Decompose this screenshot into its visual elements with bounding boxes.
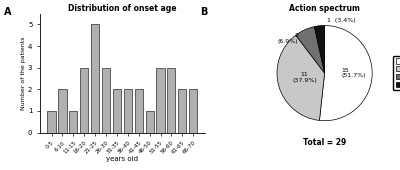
Bar [124,89,132,133]
Text: B: B [200,7,207,17]
Title: Distribution of onset age: Distribution of onset age [68,4,177,13]
Bar [189,89,197,133]
Wedge shape [296,27,324,73]
Bar [48,111,56,133]
Bar [58,89,66,133]
Bar [156,68,164,133]
Text: Total = 29: Total = 29 [303,138,346,147]
X-axis label: years old: years old [106,156,138,163]
Legend: VL, UVA to VL, UVB to VL, UVB to UVA: VL, UVA to VL, UVB to VL, UVB to UVA [393,56,400,90]
Bar [146,111,154,133]
Bar [91,24,99,133]
Wedge shape [320,26,372,121]
Bar [69,111,78,133]
Text: 1  (3.4%): 1 (3.4%) [327,18,356,23]
Wedge shape [314,26,324,73]
Bar [178,89,186,133]
Text: 2
(6.9%): 2 (6.9%) [278,33,298,44]
Text: 15
(51.7%): 15 (51.7%) [341,68,366,79]
Bar [80,68,88,133]
Bar [113,89,121,133]
Y-axis label: Number of the patients: Number of the patients [22,36,26,110]
Text: 11
(37.9%): 11 (37.9%) [292,72,317,83]
Title: Action spectrum: Action spectrum [289,4,360,13]
Bar [102,68,110,133]
Bar [167,68,176,133]
Text: A: A [4,7,12,17]
Wedge shape [277,35,324,120]
Bar [135,89,143,133]
